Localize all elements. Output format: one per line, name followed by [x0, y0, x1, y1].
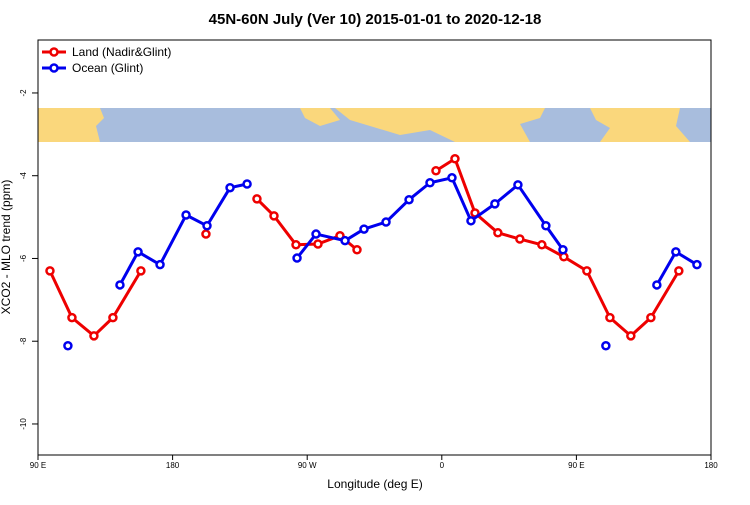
- data-point: [558, 245, 568, 255]
- x-tick-label: 90 E: [30, 461, 46, 470]
- data-point: [108, 312, 118, 323]
- data-point: [136, 266, 146, 276]
- data-point: [291, 240, 301, 250]
- data-point: [490, 199, 500, 209]
- data-point: [89, 331, 99, 341]
- data-point: [201, 229, 211, 239]
- land-shape: [335, 108, 545, 142]
- land-shape: [38, 108, 104, 142]
- y-tick-label: -6: [19, 254, 28, 262]
- legend-label: Ocean (Glint): [72, 61, 143, 75]
- data-point: [225, 182, 235, 193]
- data-point: [601, 341, 611, 351]
- y-tick-label: -8: [19, 337, 28, 345]
- data-point: [352, 245, 362, 255]
- data-point: [311, 229, 321, 239]
- data-point: [269, 211, 279, 221]
- legend-label: Land (Nadir&Glint): [72, 45, 171, 59]
- data-point: [671, 247, 681, 257]
- data-point: [626, 331, 636, 341]
- data-point: [646, 312, 656, 323]
- data-point: [582, 266, 592, 276]
- legend-marker: [49, 47, 59, 57]
- data-point: [450, 153, 460, 164]
- map-strip: [38, 108, 711, 142]
- data-point: [133, 247, 143, 257]
- data-point: [493, 228, 503, 238]
- legend-marker: [49, 63, 59, 73]
- y-tick-label: -10: [19, 418, 28, 430]
- data-point: [652, 280, 662, 290]
- x-axis-label: Longitude (deg E): [327, 477, 422, 491]
- data-point: [181, 210, 191, 220]
- y-axis-label: XCO2 - MLO trend (ppm): [0, 180, 13, 315]
- x-tick-label: 180: [166, 461, 180, 470]
- data-point: [202, 221, 212, 231]
- y-tick-label: -4: [19, 172, 28, 180]
- data-point: [292, 253, 302, 263]
- data-point: [381, 217, 391, 227]
- legend: Land (Nadir&Glint) Ocean (Glint): [42, 45, 171, 75]
- data-point: [541, 221, 551, 231]
- data-point: [340, 235, 350, 246]
- data-point: [63, 341, 73, 351]
- data-point: [674, 266, 684, 276]
- data-point: [447, 173, 457, 183]
- data-point: [67, 312, 77, 323]
- data-point: [431, 165, 441, 176]
- data-point: [515, 234, 525, 244]
- chart-title: 45N-60N July (Ver 10) 2015-01-01 to 2020…: [209, 11, 542, 28]
- data-point: [45, 266, 55, 276]
- x-tick-label: 0: [440, 461, 445, 470]
- land-shape: [300, 108, 340, 126]
- data-point: [313, 239, 323, 249]
- land-shape: [590, 108, 690, 142]
- data-point: [692, 259, 702, 270]
- data-point: [252, 194, 262, 204]
- plot-frame: [37, 39, 712, 456]
- data-point: [115, 280, 125, 290]
- x-tick-label: 180: [704, 461, 718, 470]
- x-tick-label: 90 W: [298, 461, 317, 470]
- data-point: [605, 312, 615, 323]
- data-point: [359, 224, 369, 234]
- data-point: [242, 179, 252, 189]
- data-point: [155, 259, 165, 270]
- y-tick-label: -2: [19, 89, 28, 97]
- x-tick-label: 90 E: [568, 461, 584, 470]
- data-point: [404, 194, 414, 205]
- data-point: [537, 240, 547, 250]
- data-point: [425, 177, 435, 188]
- data-point: [466, 216, 476, 226]
- data-point: [513, 180, 523, 190]
